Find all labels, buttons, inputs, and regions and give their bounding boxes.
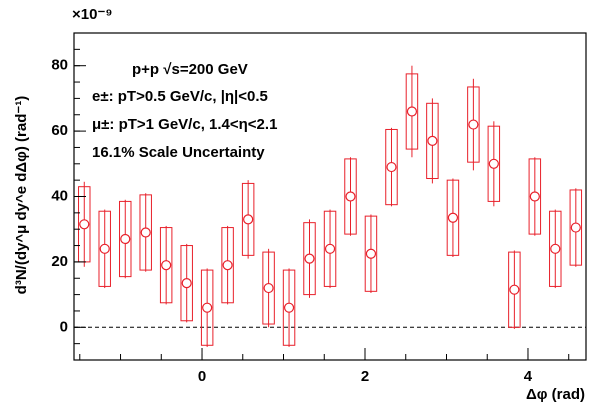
y-tick-label: 60 [51,122,68,139]
point [550,243,561,254]
point [488,158,499,169]
annotation: 16.1% Scale Uncertainty [92,144,265,161]
y-tick-label: 80 [51,57,68,74]
x-tick-label: 0 [198,368,206,385]
multiplier: ×10⁻⁹ [72,6,112,23]
point [181,278,192,289]
point [161,260,172,271]
x-axis-label: Δφ (rad) [526,386,585,403]
point [570,222,581,233]
y-axis-label: d³N/(dy^μ dy^e dΔφ) (rad⁻¹) [13,96,30,295]
point [304,253,315,264]
point [120,233,131,245]
point [140,227,151,238]
point [243,214,254,225]
point [386,161,397,173]
point [79,219,90,230]
x-tick-label: 2 [361,368,369,385]
point [406,106,418,117]
y-tick-label: 0 [60,318,68,335]
x-tick-label: 4 [524,368,533,385]
annotation: p+p √s=200 GeV [132,61,248,78]
point [447,212,459,223]
y-tick-label: 20 [51,253,68,270]
point [345,191,356,202]
y-tick-label: 40 [51,187,68,204]
annotation: μ±: pT>1 GeV/c, 1.4<η<2.1 [92,116,277,133]
point [324,243,336,254]
annotation: e±: pT>0.5 GeV/c, |η|<0.5 [92,88,268,105]
point [468,119,479,130]
point [529,191,540,202]
point [283,302,295,313]
point [365,248,377,259]
point [509,284,520,295]
point [99,243,110,254]
point [427,135,438,147]
point [263,282,274,294]
point [222,260,233,271]
point [202,302,213,313]
plot-frame [73,32,587,361]
